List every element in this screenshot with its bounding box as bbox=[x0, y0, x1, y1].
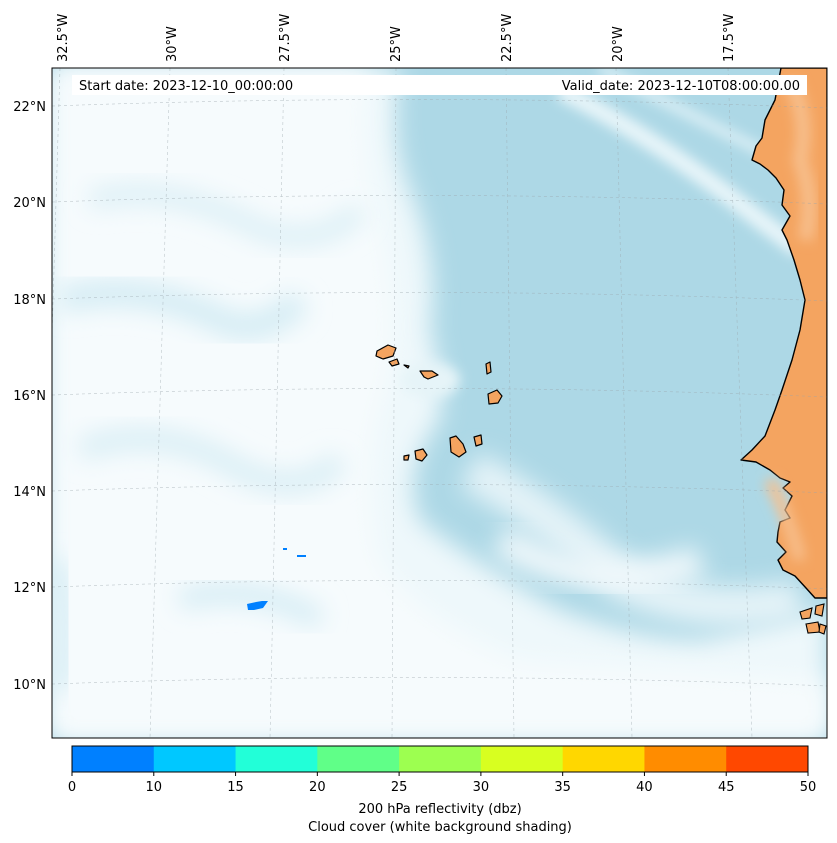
lat-label-12n: 12°N bbox=[13, 581, 46, 596]
colorbar-tick-label: 35 bbox=[554, 780, 571, 795]
colorbar-tick-label: 45 bbox=[718, 780, 735, 795]
start-date-label: Start date: 2023-12-10_00:00:00 bbox=[79, 79, 293, 94]
colorbar-segment bbox=[644, 746, 727, 772]
colorbar-tick-label: 50 bbox=[800, 780, 817, 795]
lon-label-30w: 30°W bbox=[165, 26, 180, 62]
lon-label-32-5w: 32.5°W bbox=[56, 14, 71, 62]
colorbar-segment bbox=[562, 746, 645, 772]
cloud-cover bbox=[52, 68, 827, 738]
colorbar-tick-label: 40 bbox=[636, 780, 653, 795]
colorbar-tick-label: 10 bbox=[146, 780, 163, 795]
lat-label-16n: 16°N bbox=[13, 389, 46, 404]
longitude-labels: 32.5°W 30°W 27.5°W 25°W 22.5°W 20°W 17.5… bbox=[56, 14, 737, 62]
lat-label-10n: 10°N bbox=[13, 678, 46, 693]
colorbar-segment bbox=[153, 746, 237, 772]
lon-label-17-5w: 17.5°W bbox=[722, 14, 737, 62]
colorbar-segment bbox=[235, 746, 318, 772]
map-frame bbox=[51, 67, 828, 739]
colorbar-segment bbox=[72, 746, 155, 772]
colorbar-label-reflectivity: 200 hPa reflectivity (dbz) bbox=[358, 802, 521, 817]
bijagos-islands bbox=[799, 603, 827, 635]
colorbar: 0 10 15 20 25 30 35 40 45 50 bbox=[68, 745, 817, 795]
map-area bbox=[52, 68, 827, 738]
valid-date-label: Valid_date: 2023-12-10T08:00:00.00 bbox=[562, 79, 800, 94]
colorbar-segment bbox=[480, 746, 564, 772]
colorbar-segment bbox=[726, 746, 809, 772]
lon-label-27-5w: 27.5°W bbox=[278, 14, 293, 62]
colorbar-segment bbox=[317, 746, 400, 772]
lat-label-22n: 22°N bbox=[13, 100, 46, 115]
lon-label-20w: 20°W bbox=[611, 26, 626, 62]
colorbar-tick-label: 30 bbox=[473, 780, 490, 795]
reflectivity-cells bbox=[247, 548, 306, 610]
lat-label-18n: 18°N bbox=[13, 293, 46, 308]
lon-label-22-5w: 22.5°W bbox=[500, 14, 515, 62]
colorbar-tick-label: 15 bbox=[227, 780, 244, 795]
colorbar-tick-label: 25 bbox=[391, 780, 408, 795]
latitude-labels: 22°N 20°N 18°N 16°N 14°N 12°N 10°N bbox=[13, 100, 46, 693]
graticule bbox=[52, 68, 827, 738]
colorbar-segment bbox=[399, 746, 482, 772]
colorbar-label-cloud-cover: Cloud cover (white background shading) bbox=[308, 820, 572, 835]
colorbar-tick-label: 20 bbox=[309, 780, 326, 795]
lat-label-14n: 14°N bbox=[13, 485, 46, 500]
info-box bbox=[72, 75, 807, 95]
colorbar-frame bbox=[71, 745, 809, 773]
lat-label-20n: 20°N bbox=[13, 196, 46, 211]
colorbar-tick-label: 0 bbox=[68, 780, 76, 795]
lon-label-25w: 25°W bbox=[389, 26, 404, 62]
